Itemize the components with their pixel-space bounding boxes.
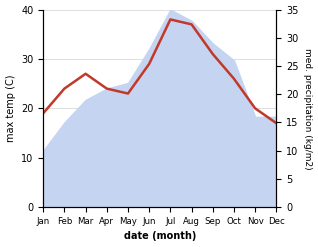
X-axis label: date (month): date (month) xyxy=(124,231,196,242)
Y-axis label: med. precipitation (kg/m2): med. precipitation (kg/m2) xyxy=(303,48,313,169)
Y-axis label: max temp (C): max temp (C) xyxy=(5,75,16,142)
